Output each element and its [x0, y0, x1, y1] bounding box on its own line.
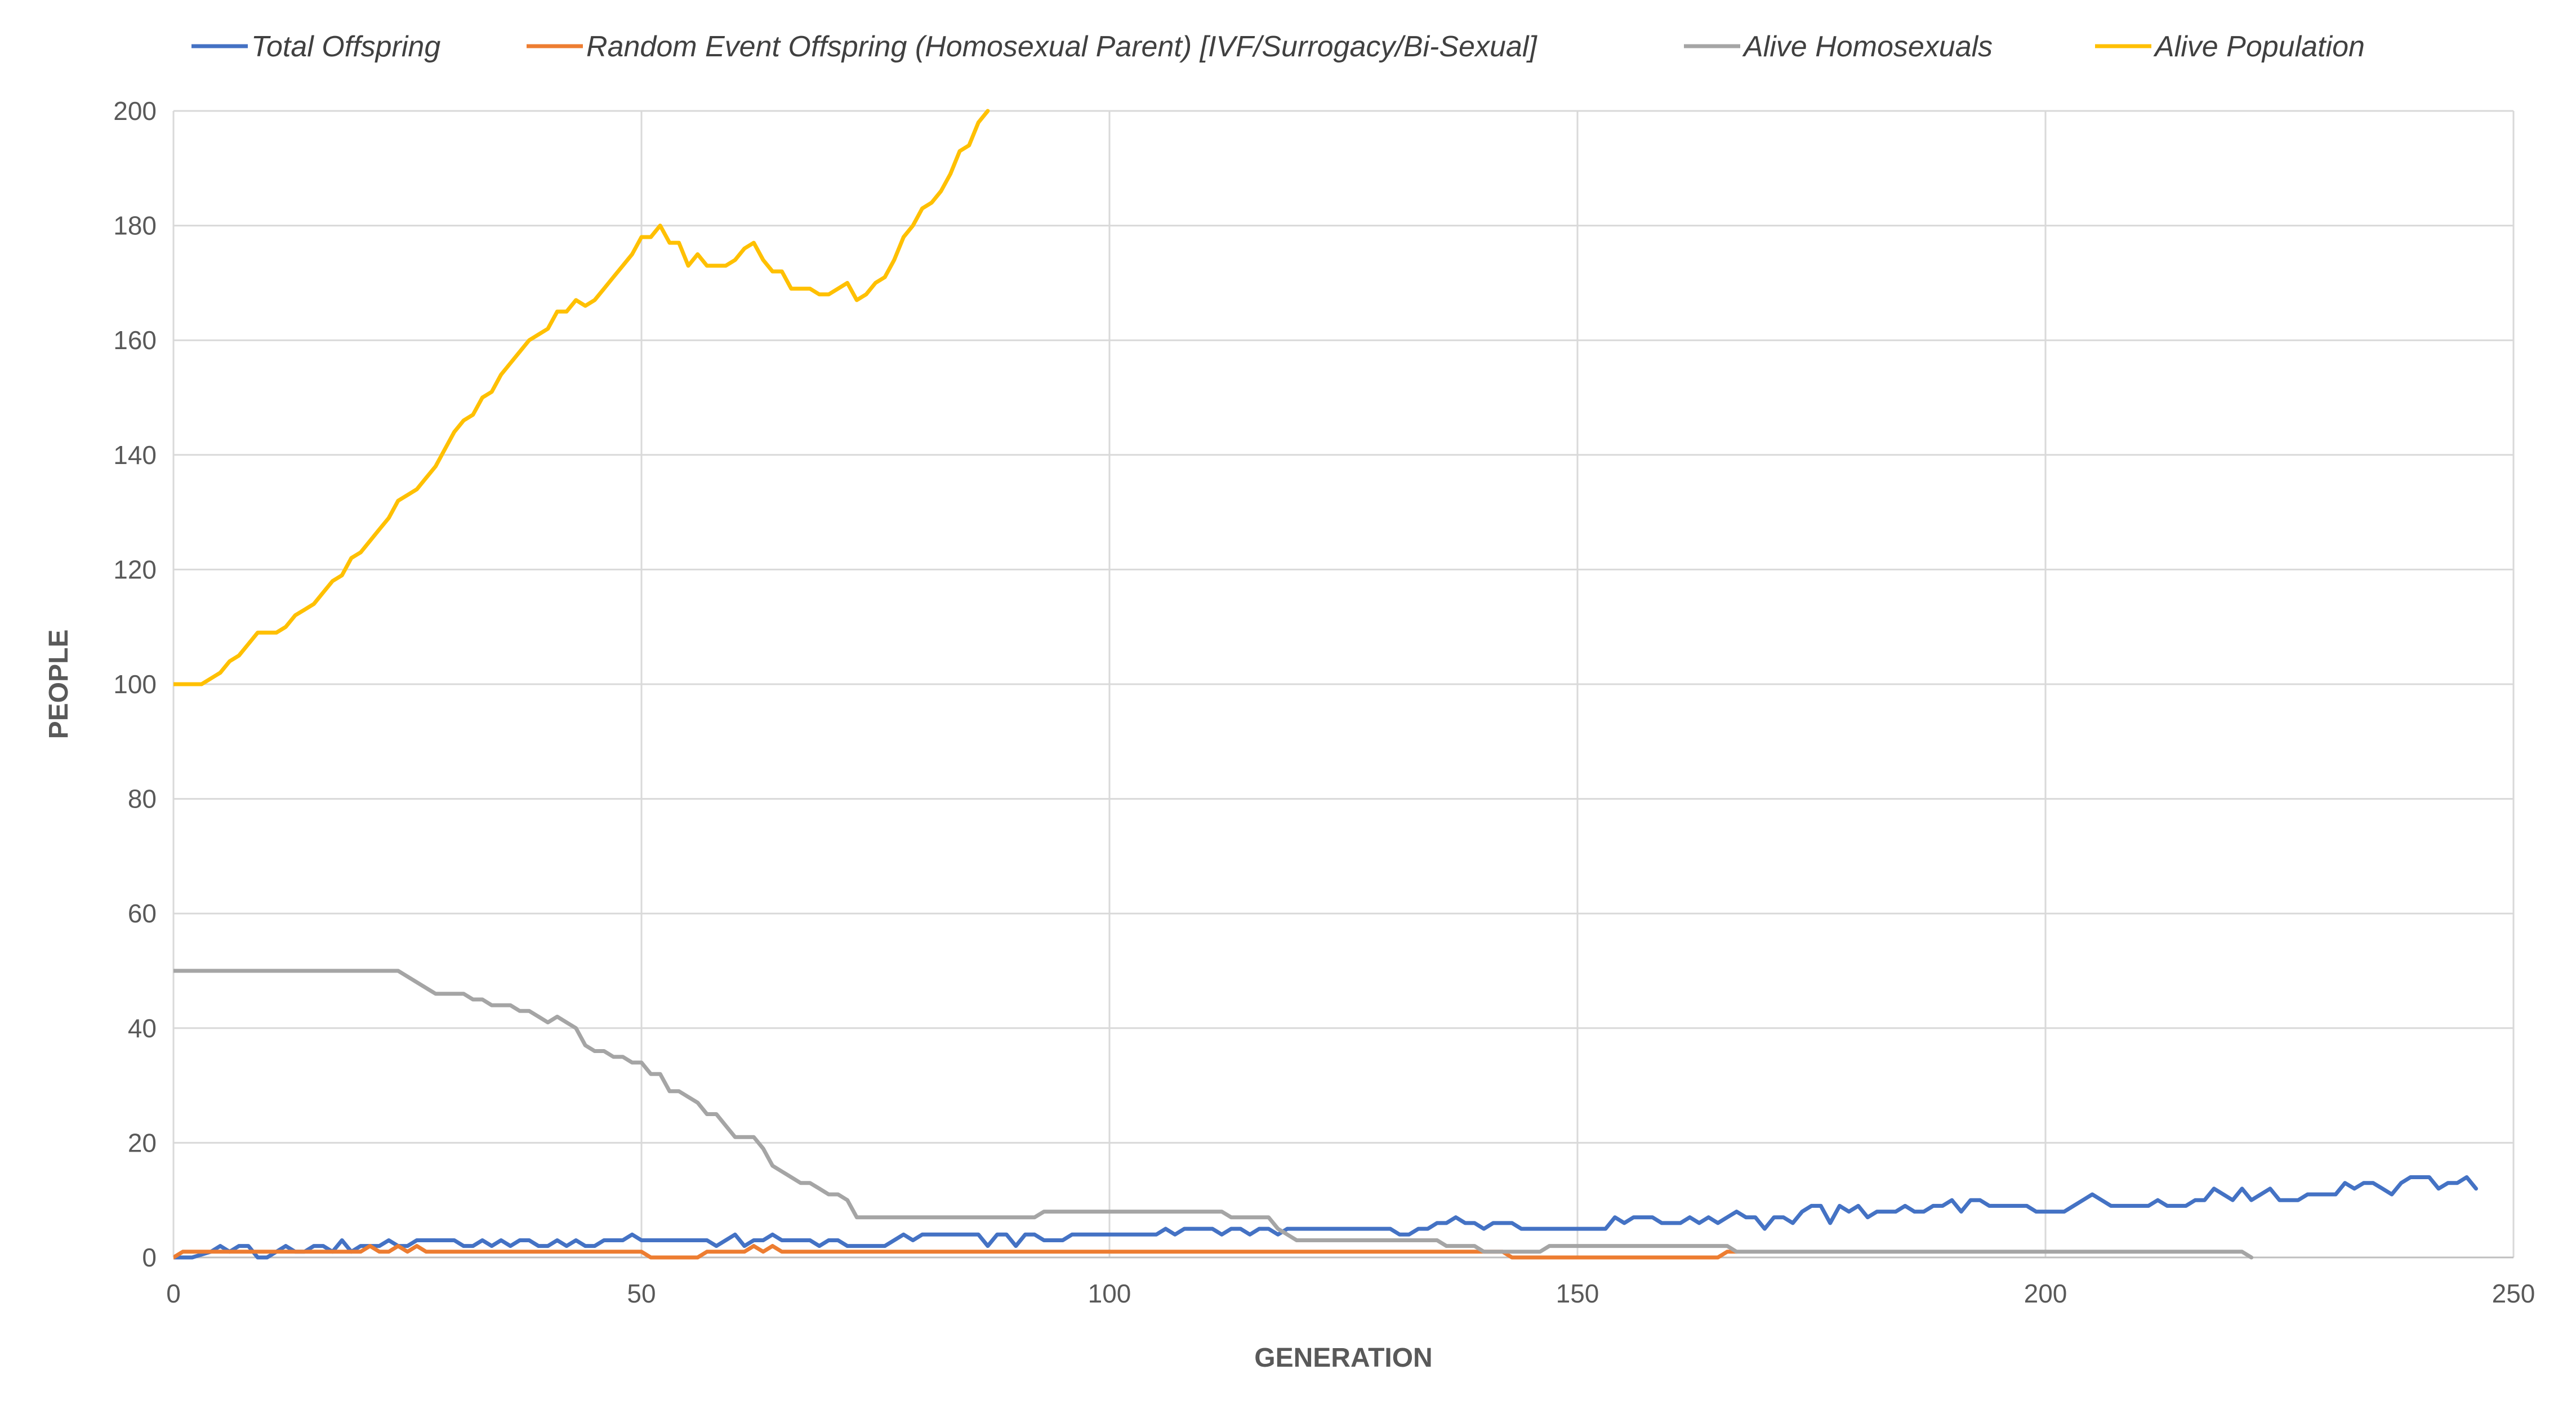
series-line-3	[173, 969, 2254, 1260]
gridlines	[172, 110, 2515, 1259]
x-tick-label: 100	[1088, 1279, 1131, 1308]
y-tick-label: 160	[113, 325, 157, 355]
axes: 0 20 40 60 80 100 120 140 160 180 200 0 50 100 150 200 2…	[113, 96, 2535, 1308]
x-axis-title: GENERATION	[1254, 1343, 1432, 1373]
x-tick-label: 200	[2024, 1279, 2067, 1308]
y-tick-label: 80	[128, 784, 157, 814]
y-tick-label: 0	[142, 1243, 157, 1272]
y-tick-label: 60	[128, 899, 157, 928]
y-tick-label: 40	[128, 1014, 157, 1043]
x-tick-label: 0	[166, 1279, 181, 1308]
x-tick-label: 150	[1556, 1279, 1599, 1308]
series-line-1	[173, 1175, 2478, 1260]
series-line-4	[173, 109, 990, 686]
y-tick-label: 200	[113, 96, 157, 126]
y-tick-label: 20	[128, 1128, 157, 1157]
legend-label: Alive Population	[2153, 30, 2365, 63]
y-axis-title: PEOPLE	[44, 630, 74, 739]
legend-label: Alive Homosexuals	[1742, 30, 1993, 63]
legend-label: Random Event Offspring (Homosexual Paren…	[586, 30, 1537, 63]
series-lines	[173, 109, 2478, 1260]
legend-label: Total Offspring	[251, 30, 440, 63]
y-tick-label: 100	[113, 670, 157, 699]
y-tick-label: 180	[113, 211, 157, 240]
x-tick-label: 250	[2492, 1279, 2535, 1308]
x-tick-label: 50	[627, 1279, 656, 1308]
y-tick-label: 140	[113, 440, 157, 470]
legend: Total Offspring Random Event Offspring (H…	[191, 30, 2365, 63]
y-tick-label: 120	[113, 555, 157, 584]
